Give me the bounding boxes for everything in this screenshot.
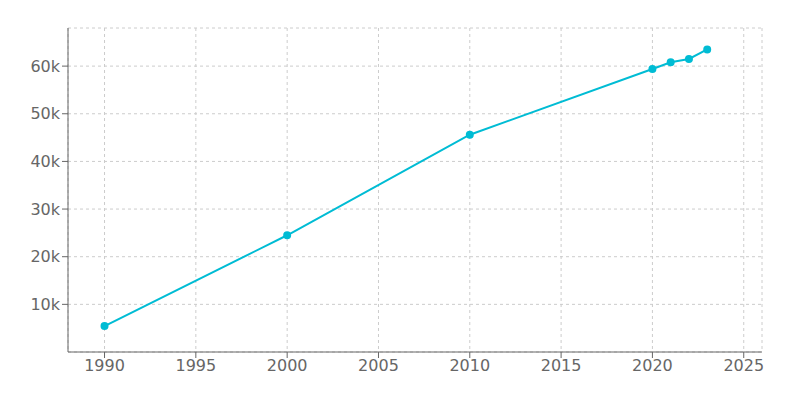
svg-text:2025: 2025 bbox=[723, 356, 764, 375]
svg-text:20k: 20k bbox=[30, 247, 60, 266]
svg-text:2020: 2020 bbox=[632, 356, 673, 375]
svg-text:2000: 2000 bbox=[267, 356, 308, 375]
svg-text:1990: 1990 bbox=[84, 356, 125, 375]
svg-text:2010: 2010 bbox=[449, 356, 490, 375]
svg-text:2015: 2015 bbox=[541, 356, 582, 375]
svg-text:60k: 60k bbox=[30, 57, 60, 76]
svg-text:10k: 10k bbox=[30, 295, 60, 314]
svg-text:2005: 2005 bbox=[358, 356, 399, 375]
svg-text:1995: 1995 bbox=[175, 356, 216, 375]
svg-text:30k: 30k bbox=[30, 200, 60, 219]
svg-text:40k: 40k bbox=[30, 152, 60, 171]
svg-text:50k: 50k bbox=[30, 104, 60, 123]
